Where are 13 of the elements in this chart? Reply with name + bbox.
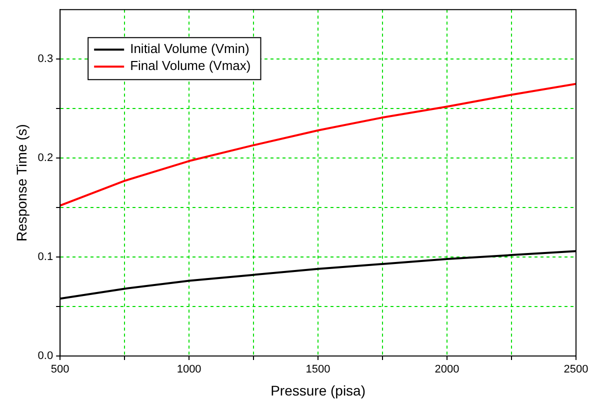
x-tick-label: 2500 bbox=[564, 364, 588, 376]
x-tick-label: 2000 bbox=[434, 364, 460, 376]
y-tick-label: 0.2 bbox=[38, 152, 54, 164]
y-tick-label: 0.0 bbox=[38, 350, 54, 362]
x-tick-label: 1000 bbox=[176, 364, 202, 376]
legend-label: Initial Volume (Vmin) bbox=[130, 41, 250, 56]
x-tick-label: 500 bbox=[50, 364, 70, 376]
y-tick-label: 0.3 bbox=[38, 53, 54, 66]
legend-label: Final Volume (Vmax) bbox=[130, 58, 251, 74]
x-axis-title: Pressure (pisa) bbox=[270, 382, 366, 398]
y-axis-title: Response Time (s) bbox=[13, 124, 30, 242]
x-tick-label: 1500 bbox=[306, 364, 330, 376]
y-tick-label: 0.1 bbox=[38, 251, 54, 264]
